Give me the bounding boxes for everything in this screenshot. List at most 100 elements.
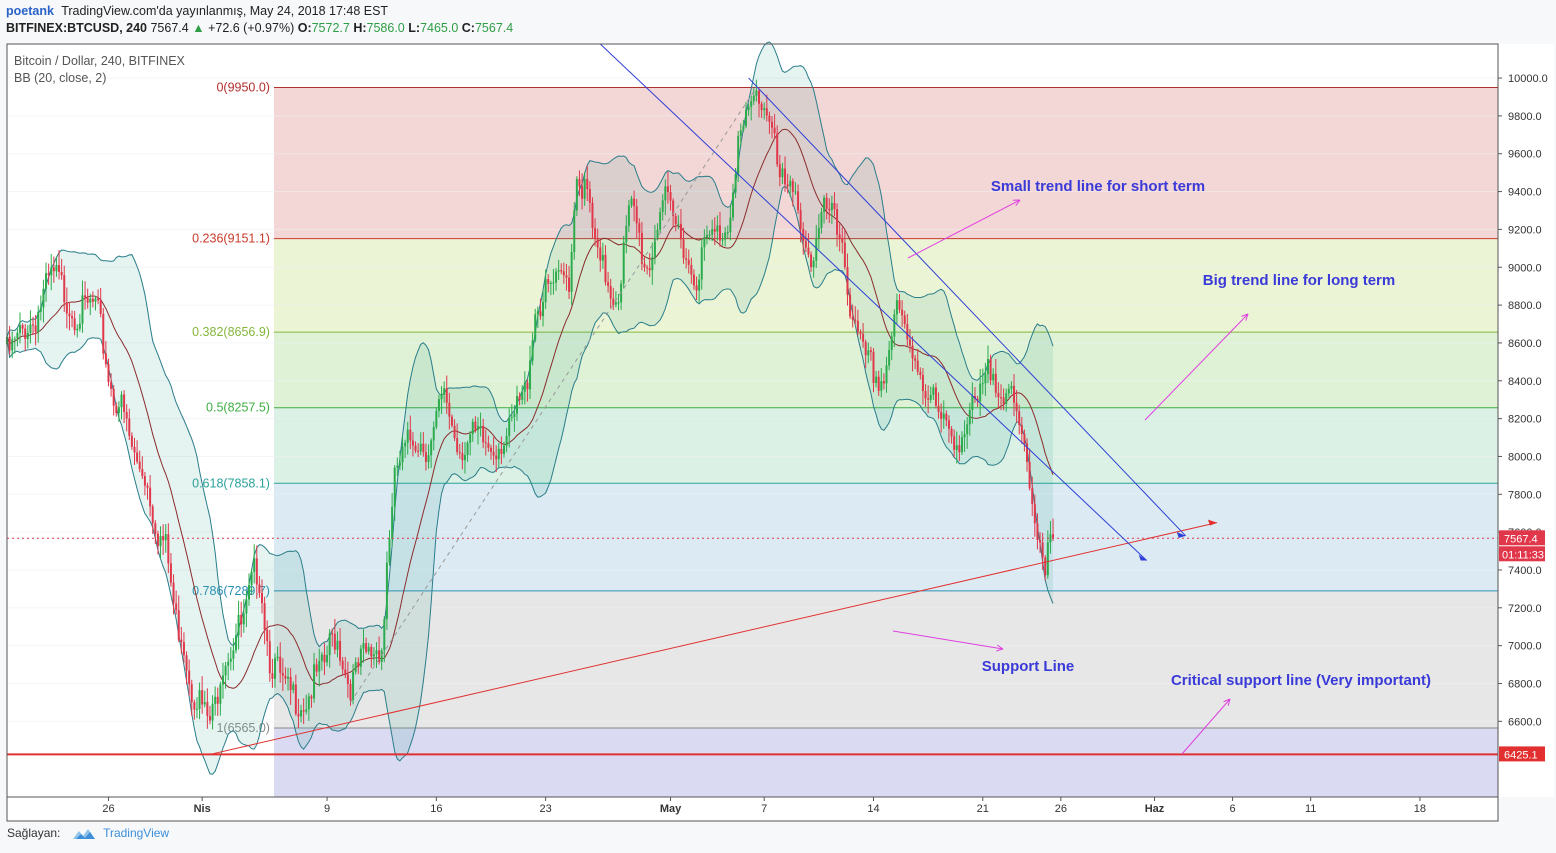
candle-body[interactable] (882, 381, 885, 384)
candle-body[interactable] (305, 709, 308, 712)
candle-body[interactable] (789, 180, 792, 187)
candle-body[interactable] (466, 442, 469, 455)
candle-body[interactable] (911, 345, 914, 359)
candle-body[interactable] (149, 487, 152, 507)
candle-body[interactable] (549, 282, 552, 284)
candle-body[interactable] (924, 391, 927, 399)
candle-body[interactable] (648, 268, 651, 271)
candle-body[interactable] (724, 232, 727, 240)
candle-body[interactable] (536, 311, 539, 315)
candle-body[interactable] (245, 599, 248, 614)
candle-body[interactable] (320, 654, 323, 662)
candle-body[interactable] (318, 661, 321, 672)
candle-body[interactable] (489, 447, 492, 452)
candle-body[interactable] (435, 410, 438, 428)
candle-body[interactable] (607, 282, 610, 287)
candle-body[interactable] (617, 302, 620, 304)
candle-body[interactable] (521, 391, 524, 400)
candle-body[interactable] (302, 710, 305, 712)
candle-body[interactable] (708, 234, 711, 236)
candle-body[interactable] (947, 420, 950, 429)
candle-body[interactable] (638, 223, 641, 233)
candle-body[interactable] (287, 676, 290, 679)
candle-body[interactable] (919, 371, 922, 375)
candle-body[interactable] (640, 232, 643, 264)
candle-body[interactable] (984, 374, 987, 384)
candle-body[interactable] (758, 90, 761, 104)
candle-body[interactable] (516, 395, 519, 414)
short-trend-line[interactable] (599, 43, 1148, 561)
candle-body[interactable] (159, 536, 162, 547)
candle-body[interactable] (664, 186, 667, 201)
tradingview-link[interactable]: TradingView (103, 826, 170, 840)
candle-body[interactable] (721, 239, 724, 241)
candle-body[interactable] (893, 314, 896, 337)
candle-body[interactable] (91, 298, 94, 302)
candle-body[interactable] (198, 690, 201, 709)
candle-body[interactable] (568, 277, 571, 292)
candle-body[interactable] (869, 350, 872, 352)
candle-body[interactable] (359, 648, 362, 667)
candle-body[interactable] (471, 421, 474, 435)
candle-body[interactable] (682, 239, 685, 259)
candle-body[interactable] (646, 267, 649, 269)
candle-body[interactable] (890, 336, 893, 351)
candle-body[interactable] (864, 341, 867, 356)
candle-body[interactable] (1002, 397, 1005, 404)
candle-body[interactable] (247, 585, 250, 600)
candle-body[interactable] (476, 426, 479, 430)
author-name[interactable]: poetank (6, 4, 54, 18)
candle-body[interactable] (838, 234, 841, 239)
candle-body[interactable] (888, 350, 891, 366)
candle-body[interactable] (862, 333, 865, 342)
candle-body[interactable] (271, 673, 274, 679)
candle-body[interactable] (1028, 462, 1031, 489)
candle-body[interactable] (156, 533, 159, 547)
candle-body[interactable] (825, 197, 828, 209)
candle-body[interactable] (953, 436, 956, 450)
candle-body[interactable] (997, 392, 1000, 398)
candle-body[interactable] (110, 382, 113, 389)
candle-body[interactable] (885, 365, 888, 384)
candle-body[interactable] (71, 316, 74, 319)
candle-body[interactable] (78, 323, 81, 329)
candle-body[interactable] (661, 200, 664, 212)
candle-body[interactable] (594, 228, 597, 240)
candle-body[interactable] (422, 443, 425, 453)
candle-body[interactable] (669, 191, 672, 201)
candle-body[interactable] (372, 654, 375, 657)
candle-body[interactable] (97, 298, 100, 301)
candle-body[interactable] (180, 639, 183, 643)
candle-body[interactable] (279, 656, 282, 673)
candle-body[interactable] (450, 416, 453, 426)
candle-body[interactable] (47, 273, 50, 276)
candle-body[interactable] (26, 332, 29, 340)
candle-body[interactable] (164, 534, 167, 541)
candle-body[interactable] (1010, 385, 1013, 389)
candle-body[interactable] (216, 696, 219, 704)
candle-body[interactable] (856, 320, 859, 332)
candle-body[interactable] (58, 265, 61, 273)
candle-body[interactable] (333, 633, 336, 650)
candle-body[interactable] (365, 643, 368, 652)
candle-body[interactable] (742, 125, 745, 131)
candle-body[interactable] (380, 650, 383, 662)
candle-body[interactable] (242, 613, 245, 625)
candle-body[interactable] (703, 237, 706, 248)
candle-body[interactable] (547, 279, 550, 284)
candle-body[interactable] (729, 217, 732, 233)
candle-body[interactable] (968, 410, 971, 425)
candle-body[interactable] (492, 451, 495, 456)
candle-body[interactable] (266, 629, 269, 642)
candle-body[interactable] (484, 442, 487, 444)
candle-body[interactable] (799, 210, 802, 229)
candle-body[interactable] (1039, 539, 1042, 543)
candle-body[interactable] (932, 387, 935, 395)
candle-body[interactable] (726, 232, 729, 234)
candle-body[interactable] (604, 254, 607, 283)
candle-body[interactable] (128, 418, 131, 436)
candle-body[interactable] (586, 179, 589, 190)
candle-body[interactable] (1005, 393, 1008, 404)
candle-body[interactable] (986, 359, 989, 375)
